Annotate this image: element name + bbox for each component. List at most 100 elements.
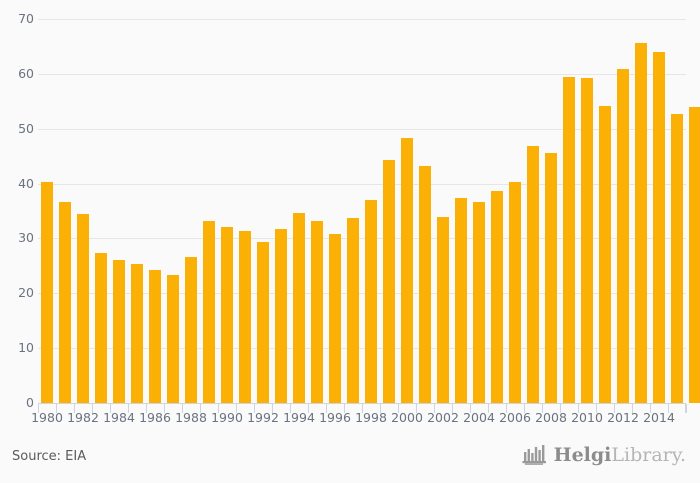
bar[interactable]: [365, 200, 377, 403]
bar[interactable]: [635, 42, 647, 403]
x-tick-label: 1980: [31, 410, 63, 425]
helgi-library-bars-icon: [522, 445, 546, 465]
bar[interactable]: [599, 105, 611, 403]
x-tick-label: 2000: [391, 410, 423, 425]
x-tick-label: 1996: [319, 410, 351, 425]
gridline-60: [38, 73, 686, 75]
bar[interactable]: [347, 217, 359, 403]
bar[interactable]: [455, 197, 467, 403]
x-tick-label: 1990: [211, 410, 243, 425]
gridline-50: [38, 128, 686, 130]
x-axis-tick: [452, 404, 453, 413]
x-tick-label: 2002: [427, 410, 459, 425]
helgi-library-logo[interactable]: HelgiLibrary.: [522, 444, 686, 466]
x-axis-tick: [488, 404, 489, 413]
bar[interactable]: [653, 51, 665, 403]
gridline-70: [38, 19, 686, 20]
x-axis-tick: [344, 404, 345, 413]
x-axis: [38, 403, 687, 413]
bar[interactable]: [401, 138, 413, 403]
brand-name-primary: Helgi: [553, 443, 612, 466]
bar[interactable]: [149, 270, 161, 403]
x-axis-tick: [290, 404, 291, 413]
x-axis-tick: [272, 404, 273, 413]
bar[interactable]: [131, 263, 143, 403]
bar[interactable]: [293, 212, 305, 403]
bar[interactable]: [329, 233, 341, 403]
x-axis-tick: [578, 404, 579, 413]
bar[interactable]: [257, 241, 269, 403]
bar[interactable]: [275, 229, 287, 403]
bar[interactable]: [473, 201, 485, 403]
bar[interactable]: [671, 114, 683, 403]
x-axis-tick: [380, 404, 381, 413]
x-axis-tick: [470, 404, 471, 413]
bar[interactable]: [563, 77, 575, 403]
x-tick-label: 2006: [499, 410, 531, 425]
y-tick-label: 10: [18, 339, 34, 355]
x-axis-tick: [632, 404, 633, 413]
x-tick-label: 1988: [175, 410, 207, 425]
x-axis-tick: [685, 404, 686, 413]
bar[interactable]: [221, 227, 233, 403]
bar[interactable]: [239, 231, 251, 403]
bar-series: [38, 19, 700, 403]
bar[interactable]: [95, 253, 107, 403]
bar[interactable]: [491, 190, 503, 403]
bar[interactable]: [77, 214, 89, 403]
x-tick-label: 1998: [355, 410, 387, 425]
x-axis-tick: [128, 404, 129, 413]
bar[interactable]: [689, 106, 700, 403]
bar[interactable]: [41, 182, 53, 403]
plot-area: [38, 19, 700, 404]
gridline-40: [38, 183, 686, 185]
x-tick-label: 1984: [103, 410, 135, 425]
x-axis-tick: [110, 404, 111, 413]
bar[interactable]: [527, 145, 539, 403]
x-tick-label: 2010: [571, 410, 603, 425]
x-axis-tick: [614, 404, 615, 413]
y-tick-label: 30: [18, 230, 34, 246]
y-tick-label: 70: [18, 10, 34, 26]
bar[interactable]: [167, 274, 179, 403]
bar[interactable]: [581, 78, 593, 403]
x-axis-tick: [146, 404, 147, 413]
x-axis-tick: [56, 404, 57, 413]
brand-wordmark: HelgiLibrary.: [553, 443, 686, 466]
x-axis-tick: [92, 404, 93, 413]
x-axis-tick: [596, 404, 597, 413]
bar[interactable]: [419, 166, 431, 403]
x-axis-tick: [398, 404, 399, 413]
bar[interactable]: [185, 256, 197, 403]
bar[interactable]: [311, 220, 323, 403]
x-tick-label: 2004: [463, 410, 495, 425]
x-axis-tick: [38, 404, 39, 413]
x-axis-tick: [200, 404, 201, 413]
x-axis-tick: [434, 404, 435, 413]
x-axis-tick: [524, 404, 525, 413]
bar[interactable]: [203, 220, 215, 403]
bar[interactable]: [509, 181, 521, 403]
bar[interactable]: [113, 260, 125, 403]
brand-name-secondary: Library.: [611, 443, 686, 466]
y-tick-label: 40: [18, 175, 34, 191]
bar[interactable]: [545, 153, 557, 403]
bar[interactable]: [437, 216, 449, 403]
gridline-20: [38, 293, 686, 295]
bar[interactable]: [617, 68, 629, 403]
x-axis-tick: [308, 404, 309, 413]
x-tick-label: 2012: [607, 410, 639, 425]
bar[interactable]: [59, 202, 71, 403]
gridline-10: [38, 348, 686, 350]
x-tick-label: 1982: [67, 410, 99, 425]
x-axis-tick: [650, 404, 651, 413]
x-axis-tick: [506, 404, 507, 413]
source-label: Source: EIA: [12, 449, 87, 464]
x-axis-tick: [668, 404, 669, 413]
x-axis-tick: [182, 404, 183, 413]
bar[interactable]: [383, 159, 395, 403]
x-axis-tick: [362, 404, 363, 413]
x-axis-tick: [326, 404, 327, 413]
x-axis-tick: [560, 404, 561, 413]
